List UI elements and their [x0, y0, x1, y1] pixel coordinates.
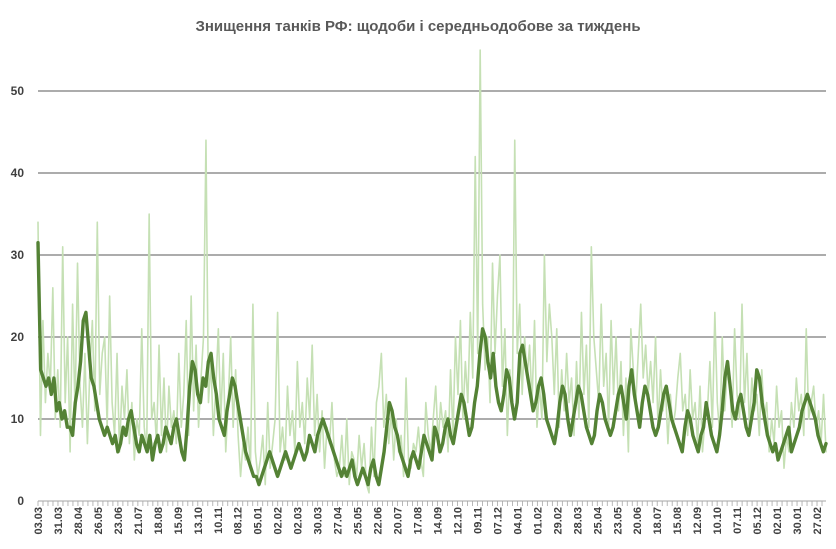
- x-tick-label: 25.05: [353, 507, 365, 535]
- x-tick-label: 21.07: [133, 507, 145, 535]
- y-tick-label: 0: [17, 494, 24, 508]
- x-tick-label: 12.09: [692, 507, 704, 535]
- x-tick-label: 13.10: [193, 507, 205, 535]
- x-axis: [37, 500, 826, 506]
- series-line: [36, 240, 828, 487]
- x-tick-label: 30.03: [313, 507, 325, 535]
- chart-title: Знищення танків РФ: щодоби і середньодоб…: [195, 18, 640, 35]
- series-7day-average: [36, 240, 828, 487]
- x-tick-label: 08.12: [233, 507, 245, 535]
- x-tick-label: 14.09: [432, 507, 444, 535]
- x-tick-label: 23.05: [612, 507, 624, 535]
- x-tick-label: 15.08: [672, 507, 684, 535]
- gridlines: [38, 90, 826, 420]
- x-tick-label: 29.02: [552, 507, 564, 535]
- x-tick-label: 25.04: [592, 506, 604, 534]
- x-tick-label: 07.12: [492, 507, 504, 535]
- x-tick-label: 15.09: [173, 507, 185, 535]
- x-tick-label: 12.10: [452, 507, 464, 535]
- series-daily: [37, 49, 827, 494]
- x-tick-label: 17.08: [413, 507, 425, 535]
- x-tick-label: 02.02: [273, 507, 285, 535]
- x-tick-label: 30.01: [792, 507, 804, 535]
- series-line: [37, 49, 827, 494]
- x-tick-label: 22.06: [373, 507, 385, 535]
- x-tick-label: 03.03: [33, 507, 45, 535]
- y-tick-label: 10: [11, 412, 25, 426]
- x-tick-label: 26.05: [93, 507, 105, 535]
- y-tick-label: 50: [11, 84, 25, 98]
- y-tick-label: 30: [11, 248, 25, 262]
- y-tick-label: 40: [11, 166, 25, 180]
- y-tick-label: 20: [11, 330, 25, 344]
- x-tick-label: 10.10: [712, 507, 724, 535]
- x-tick-label: 20.06: [632, 507, 644, 535]
- x-tick-label: 07.11: [732, 507, 744, 534]
- x-tick-label: 04.01: [512, 507, 524, 535]
- x-tick-label: 28.04: [73, 506, 85, 534]
- x-tick-label: 31.03: [53, 507, 65, 535]
- x-tick-label: 28.03: [572, 507, 584, 535]
- x-tick-label: 20.07: [393, 507, 405, 535]
- x-tick-label: 05.01: [253, 507, 265, 535]
- x-axis-tick-labels: 03.03 31.03 28.04 26.05 23.06 21.07 18.08 15.09…: [33, 506, 824, 534]
- x-tick-label: 02.03: [293, 507, 305, 535]
- x-tick-label: 02.01: [772, 507, 784, 535]
- x-tick-label: 01.02: [532, 507, 544, 535]
- x-tick-label: 23.06: [113, 507, 125, 535]
- x-tick-label: 10.11: [213, 507, 225, 534]
- x-tick-label: 05.12: [752, 507, 764, 535]
- y-axis-tick-labels: 0 10 20 30 40 50: [11, 84, 25, 508]
- x-tick-label: 18.08: [153, 507, 165, 535]
- x-tick-label: 27.04: [333, 506, 345, 534]
- x-tick-label: 09.11: [472, 507, 484, 534]
- x-tick-label: 27.02: [812, 507, 824, 535]
- x-tick-label: 18.07: [652, 507, 664, 535]
